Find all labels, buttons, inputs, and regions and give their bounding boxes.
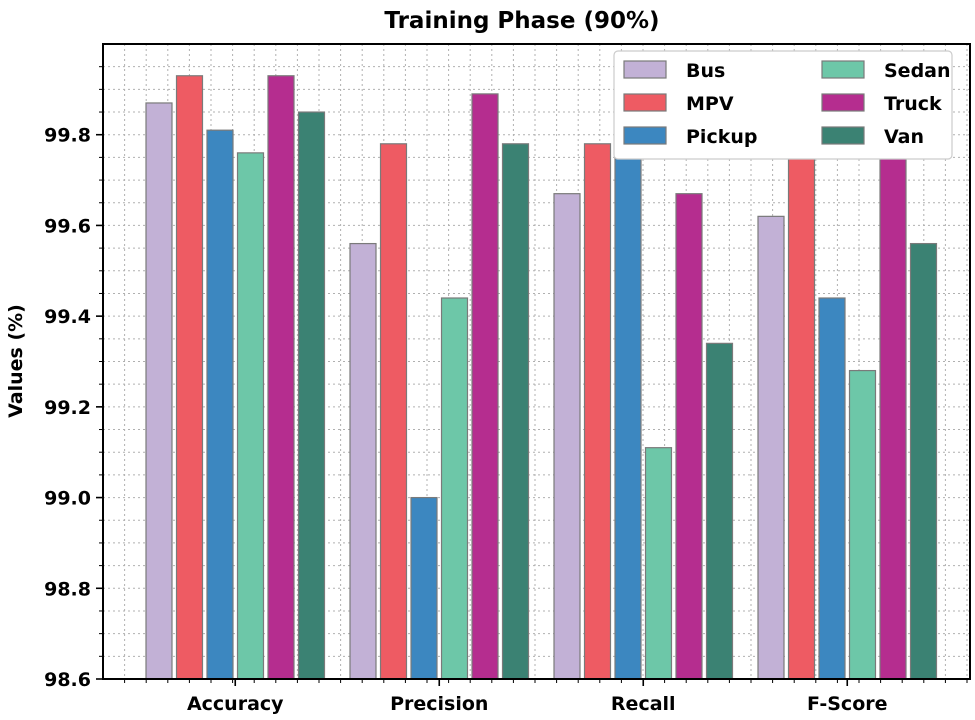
legend-swatch-van <box>821 126 865 145</box>
legend-label-truck: Truck <box>884 93 942 115</box>
bar-pickup-f-score <box>818 297 846 680</box>
legend-label-pickup: Pickup <box>686 126 757 148</box>
bar-pickup-precision <box>410 496 438 680</box>
bar-truck-f-score <box>879 143 907 680</box>
y-tick-label: 99.6 <box>44 215 91 237</box>
bar-pickup-accuracy <box>206 129 234 680</box>
x-tick-label: Precision <box>390 693 488 715</box>
bar-truck-accuracy <box>267 75 295 680</box>
legend-swatch-truck <box>821 93 865 112</box>
bar-sedan-f-score <box>848 369 877 680</box>
bar-pickup-recall <box>614 93 642 680</box>
bars <box>145 75 938 680</box>
y-tick-label: 99.2 <box>44 397 91 419</box>
bar-truck-precision <box>471 93 499 680</box>
bar-van-accuracy <box>297 111 326 680</box>
bar-van-f-score <box>909 242 938 680</box>
bar-truck-recall <box>675 193 703 680</box>
y-tick-label: 99.0 <box>44 488 91 510</box>
legend-label-bus: Bus <box>686 60 725 82</box>
bar-bus-recall <box>553 193 581 680</box>
x-tick-label: Accuracy <box>187 693 284 715</box>
legend-box <box>613 50 953 160</box>
legend: Bus MPV Pickup Sedan Truck Van <box>613 50 953 160</box>
y-tick-label: 98.6 <box>44 669 91 691</box>
y-axis-label: Values (%) <box>5 304 27 418</box>
bar-sedan-precision <box>440 297 469 680</box>
bar-bus-f-score <box>757 215 785 680</box>
bar-van-precision <box>501 143 530 680</box>
ticks: 98.6 98.8 99.0 99.2 99.4 99.6 99.8 Accuracy Prec… <box>44 66 968 715</box>
legend-label-van: Van <box>884 126 924 148</box>
legend-label-mpv: MPV <box>686 93 734 115</box>
legend-swatch-mpv <box>623 93 667 112</box>
y-tick-label: 98.8 <box>44 578 91 600</box>
legend-swatch-pickup <box>623 126 667 145</box>
bar-bus-accuracy <box>145 102 173 680</box>
bar-bus-precision <box>349 242 377 680</box>
legend-swatch-sedan <box>821 60 865 79</box>
legend-swatch-bus <box>623 60 667 79</box>
bar-sedan-accuracy <box>236 152 265 680</box>
chart-title: Training Phase (90%) <box>384 8 659 34</box>
bar-mpv-recall <box>583 143 612 680</box>
x-tick-label: Recall <box>611 693 676 715</box>
x-tick-label: F-Score <box>807 693 888 715</box>
y-tick-label: 99.4 <box>44 306 91 328</box>
bar-sedan-recall <box>644 447 673 680</box>
legend-label-sedan: Sedan <box>884 60 951 82</box>
y-tick-label: 99.8 <box>44 125 91 147</box>
bar-mpv-f-score <box>787 143 816 680</box>
bar-mpv-accuracy <box>175 75 204 680</box>
bar-mpv-precision <box>379 143 408 680</box>
bar-van-recall <box>705 342 734 680</box>
